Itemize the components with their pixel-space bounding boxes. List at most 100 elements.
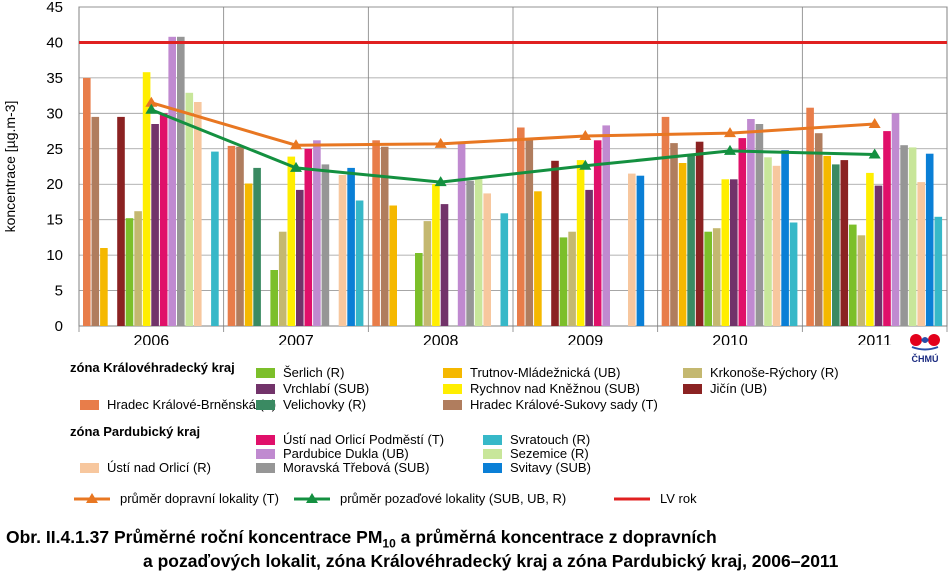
bar-2007-9 bbox=[304, 148, 313, 326]
bar-2006-10 bbox=[168, 36, 176, 327]
bar-2010-8 bbox=[730, 179, 738, 326]
bar-2007-2 bbox=[244, 183, 253, 326]
bar-2006-6 bbox=[134, 211, 142, 326]
legend-label-series-4: Jičín (UB) bbox=[710, 381, 768, 396]
bar-2008-6 bbox=[423, 221, 432, 326]
bar-2010-12 bbox=[764, 157, 772, 326]
bar-2010-4 bbox=[695, 141, 704, 326]
legend-swatch-series-3 bbox=[256, 400, 275, 410]
bar-2009-2 bbox=[534, 191, 542, 326]
legend-label-line-1: průměr pozaďové lokality (SUB, UB, R) bbox=[340, 491, 567, 506]
average-line-1 bbox=[150, 108, 875, 184]
legend-label-series-1: Hradec Králové-Sukovy sady (T) bbox=[470, 397, 658, 412]
legend-swatch-series-9 bbox=[256, 435, 275, 445]
y-tick-label-10: 10 bbox=[46, 247, 63, 264]
average-marker-0-2007 bbox=[290, 139, 302, 150]
legend-swatch-series-8 bbox=[256, 384, 275, 394]
bar-2009-13 bbox=[628, 173, 636, 326]
legend-zone-kralovehradecky-title: zóna Královéhradecký kraj bbox=[70, 360, 235, 375]
legend-swatch-series-14 bbox=[483, 463, 502, 473]
chmu-logo-text: ČHMÚ bbox=[912, 353, 939, 364]
bar-2009-1 bbox=[525, 139, 534, 326]
bar-2007-8 bbox=[296, 189, 304, 326]
x-tick-label-2008: 2008 bbox=[423, 333, 459, 345]
legend-swatch-series-1 bbox=[443, 400, 462, 410]
bar-2009-14 bbox=[636, 175, 645, 326]
legend-swatch-series-12 bbox=[483, 449, 502, 459]
chmu-logo: ČHMÚ bbox=[907, 332, 943, 366]
x-tick-label-2010: 2010 bbox=[712, 333, 748, 345]
y-tick-label-15: 15 bbox=[46, 212, 63, 229]
y-tick-label-35: 35 bbox=[46, 70, 63, 87]
legend-label-series-0: Hradec Králové-Brněnská (T) bbox=[107, 397, 277, 412]
bar-2009-6 bbox=[568, 231, 576, 326]
bar-2011-4 bbox=[840, 160, 849, 326]
bar-2011-1 bbox=[814, 133, 823, 326]
x-tick-label-2007: 2007 bbox=[278, 333, 314, 345]
average-marker-0-2011 bbox=[868, 117, 881, 128]
bar-2011-12 bbox=[908, 147, 917, 326]
legend-label-series-8: Vrchlabí (SUB) bbox=[283, 381, 370, 396]
bar-2008-15 bbox=[500, 213, 509, 326]
legend-swatch-series-13 bbox=[80, 463, 99, 473]
bar-2006-5 bbox=[125, 218, 134, 326]
bar-2009-8 bbox=[585, 189, 593, 326]
legend-label-series-9: Ústí nad Orlicí Podměstí (T) bbox=[283, 432, 445, 447]
bar-2006-0 bbox=[83, 77, 91, 327]
bar-2010-15 bbox=[789, 222, 798, 326]
bar-2010-11 bbox=[755, 124, 764, 326]
legend-label-series-2: Trutnov-Mládežnická (UB) bbox=[470, 365, 621, 380]
legend-swatch-series-2 bbox=[443, 368, 462, 378]
legend-label-series-13: Ústí nad Orlicí (R) bbox=[107, 460, 212, 475]
bar-2008-13 bbox=[483, 193, 491, 326]
average-marker-1-2006 bbox=[145, 103, 158, 114]
bar-2011-13 bbox=[917, 182, 925, 326]
bar-2006-1 bbox=[91, 116, 100, 327]
legend-label-series-11: Moravská Třebová (SUB) bbox=[283, 460, 430, 475]
legend-label-series-5: Šerlich (R) bbox=[283, 365, 345, 380]
bar-2011-10 bbox=[891, 113, 900, 326]
y-tick-label-30: 30 bbox=[46, 105, 63, 122]
bar-2010-7 bbox=[721, 179, 730, 326]
bar-2006-12 bbox=[185, 92, 194, 326]
bar-2008-0 bbox=[372, 140, 380, 326]
y-tick-label-0: 0 bbox=[55, 318, 63, 335]
bar-2008-12 bbox=[474, 178, 483, 326]
average-line-0 bbox=[150, 101, 875, 147]
bar-2010-5 bbox=[704, 231, 712, 326]
bar-2011-3 bbox=[832, 164, 840, 326]
legend-swatch-series-7 bbox=[443, 384, 462, 394]
bar-2011-2 bbox=[823, 155, 831, 326]
chart-area: 0 5 10 15 20 25 30 35 40 45 2006 2007 2008 2009 2010 20… bbox=[2, 0, 948, 345]
bar-2009-0 bbox=[517, 127, 525, 326]
bar-2010-9 bbox=[738, 138, 747, 326]
legend-swatch-series-5 bbox=[256, 368, 275, 378]
bar-2010-3 bbox=[687, 155, 695, 326]
bar-2006-2 bbox=[100, 248, 108, 326]
bar-2007-5 bbox=[270, 270, 278, 326]
bar-2009-7 bbox=[576, 160, 585, 326]
average-marker-0-2009 bbox=[579, 130, 592, 141]
bar-2010-1 bbox=[670, 143, 678, 326]
legend-marker-line-0 bbox=[72, 492, 112, 506]
y-tick-label-40: 40 bbox=[46, 34, 63, 51]
bar-2006-9 bbox=[159, 113, 168, 326]
legend-label-series-14: Svitavy (SUB) bbox=[510, 460, 591, 475]
legend-label-series-7: Rychnov nad Kněžnou (SUB) bbox=[470, 381, 640, 396]
bar-2007-10 bbox=[313, 140, 321, 326]
average-marker-1-2007 bbox=[290, 161, 302, 172]
bar-2011-0 bbox=[806, 107, 814, 326]
bar-2010-14 bbox=[781, 150, 789, 326]
x-tick-label-2009: 2009 bbox=[568, 333, 604, 345]
legend-label-series-12: Sezemice (R) bbox=[510, 446, 589, 461]
legend-label-series-15: Svratouch (R) bbox=[510, 432, 591, 447]
average-marker-1-2011 bbox=[868, 148, 881, 159]
bar-2011-9 bbox=[883, 131, 891, 326]
legend-swatch-series-15 bbox=[483, 435, 502, 445]
bar-2007-1 bbox=[236, 146, 244, 326]
bar-2008-2 bbox=[389, 205, 397, 326]
average-marker-1-2009 bbox=[579, 159, 592, 170]
legend-swatch-series-6 bbox=[683, 368, 702, 378]
legend-swatch-series-10 bbox=[256, 449, 275, 459]
bar-2011-7 bbox=[866, 172, 874, 326]
